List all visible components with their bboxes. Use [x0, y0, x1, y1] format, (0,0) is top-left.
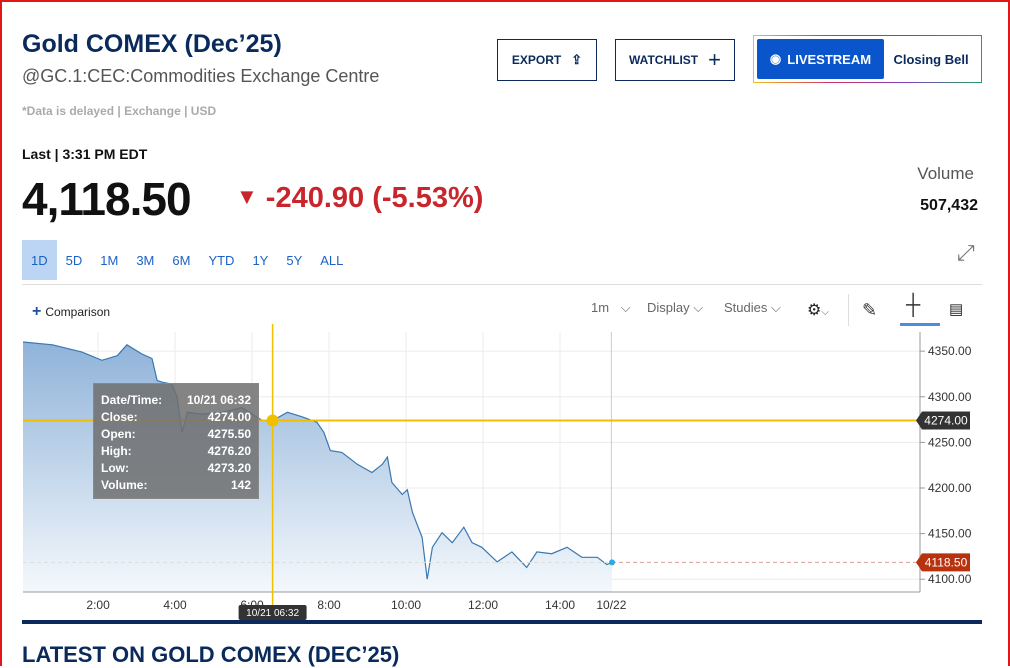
range-tab-1m[interactable]: 1M: [100, 252, 119, 268]
range-tab-1d[interactable]: 1D: [22, 240, 57, 280]
symbol-subtitle: @GC.1:CEC:Commodities Exchange Centre: [22, 66, 380, 86]
divider: [848, 294, 849, 326]
down-arrow-icon: ▼: [236, 184, 258, 209]
interval-dropdown[interactable]: 1m ⌵: [591, 300, 631, 316]
latest-heading: LATEST ON GOLD COMEX (DEC’25): [22, 642, 400, 667]
crosshair-price-label: 4274.00: [924, 413, 968, 427]
x-tick-label: 8:00: [317, 598, 341, 612]
x-tick-label: 12:00: [468, 598, 498, 612]
export-label: EXPORT: [511, 53, 562, 67]
crosshair-time-label: 10/21 06:32: [246, 608, 299, 619]
studies-dropdown[interactable]: Studies ⌵: [724, 300, 781, 316]
y-tick-label: 4100.00: [928, 572, 972, 586]
y-tick-label: 4200.00: [928, 481, 972, 495]
divider: [22, 284, 982, 285]
active-tool-indicator: [900, 323, 940, 326]
plus-icon: +: [708, 47, 721, 72]
tooltip-value: 4275.50: [207, 427, 251, 441]
tooltip-value: 142: [230, 478, 251, 492]
export-button[interactable]: EXPORT ⇪: [497, 39, 597, 81]
y-tick-label: 4150.00: [928, 527, 972, 541]
last-price-tag-label: 4118.50: [925, 555, 968, 569]
comparison-button[interactable]: + Comparison: [32, 303, 110, 321]
last-price-tag: [916, 553, 970, 572]
y-tick-label: 4250.00: [928, 435, 972, 449]
notes-icon[interactable]: ▤: [949, 301, 964, 318]
price-change-value: -240.90 (-5.53%): [265, 182, 484, 214]
range-tab-6m[interactable]: 6M: [172, 252, 191, 268]
range-tab-all[interactable]: ALL: [320, 252, 344, 268]
range-tab-1y[interactable]: 1Y: [252, 252, 269, 268]
range-tab-ytd[interactable]: YTD: [208, 252, 235, 268]
watchlist-button[interactable]: WATCHLIST +: [615, 39, 735, 81]
volume-value: 507,432: [920, 197, 978, 214]
tooltip-label: Volume:: [101, 478, 148, 492]
tooltip-label: High:: [101, 444, 132, 458]
pencil-icon[interactable]: ✎: [862, 300, 878, 320]
section-divider: [22, 620, 982, 624]
chevron-down-icon: ⌵: [693, 300, 704, 315]
watchlist-label: WATCHLIST: [629, 53, 699, 67]
last-price: 4,118.50: [22, 173, 192, 225]
tooltip-label: Low:: [101, 461, 129, 475]
studies-label: Studies: [724, 300, 768, 315]
data-tooltip: Date/Time: 10/21 06:32 Close: 4274.00 Open…: [93, 383, 259, 499]
livestream-widget[interactable]: ◉ LIVESTREAM Closing Bell: [753, 35, 982, 83]
crosshair-icon[interactable]: ┼: [906, 294, 921, 316]
tooltip-label: Date/Time:: [101, 393, 163, 407]
price-change: ▼ -240.90 (-5.53%): [236, 182, 483, 215]
range-tab-3m[interactable]: 3M: [136, 252, 155, 268]
tooltip-value: 4274.00: [207, 410, 251, 424]
livestream-label: LIVESTREAM: [787, 51, 872, 67]
gear-icon[interactable]: ⚙⌵: [807, 302, 829, 319]
share-icon: ⇪: [571, 52, 583, 67]
expand-icon[interactable]: ⤢: [957, 240, 975, 265]
display-label: Display: [647, 300, 690, 315]
livestream-button[interactable]: ◉ LIVESTREAM: [757, 39, 884, 79]
x-tick-label: 4:00: [163, 598, 187, 612]
range-tab-5d[interactable]: 5D: [65, 252, 83, 268]
display-dropdown[interactable]: Display ⌵: [647, 300, 703, 316]
plus-icon: +: [32, 303, 42, 320]
tooltip-value: 4276.20: [207, 444, 251, 458]
interval-label: 1m: [591, 300, 610, 315]
crosshair-point: [266, 414, 279, 427]
delay-note: *Data is delayed | Exchange | USD: [22, 104, 217, 118]
tooltip-label: Open:: [101, 427, 136, 441]
last-point-marker: [609, 559, 616, 566]
live-dot-icon: ◉: [769, 51, 782, 66]
price-line: [22, 341, 613, 580]
tooltip-label: Close:: [101, 410, 138, 424]
chevron-down-icon: ⌵: [620, 300, 631, 315]
range-tabs: 1D 5D 1M 3M 6M YTD 1Y 5Y ALL: [22, 240, 352, 280]
closing-bell-link[interactable]: Closing Bell: [893, 51, 969, 67]
tooltip-value: 4273.20: [207, 461, 251, 475]
page-title: Gold COMEX (Dec’25): [22, 30, 282, 58]
comparison-label: Comparison: [45, 305, 111, 319]
tooltip-value: 10/21 06:32: [186, 393, 251, 407]
y-tick-label: 4300.00: [928, 390, 972, 404]
last-trade-label: Last | 3:31 PM EDT: [22, 146, 148, 162]
x-tick-label: 10/22: [596, 598, 626, 612]
x-tick-label: 10:00: [391, 598, 421, 612]
range-tab-5y[interactable]: 5Y: [286, 252, 303, 268]
x-tick-label: 14:00: [545, 598, 575, 612]
crosshair-time-tag: [238, 605, 307, 620]
y-tick-label: 4350.00: [928, 344, 972, 358]
crosshair-price-tag: [916, 411, 970, 430]
chevron-down-icon: ⌵: [771, 300, 781, 315]
volume-label: Volume: [917, 164, 974, 183]
x-tick-label: 2:00: [86, 598, 110, 612]
